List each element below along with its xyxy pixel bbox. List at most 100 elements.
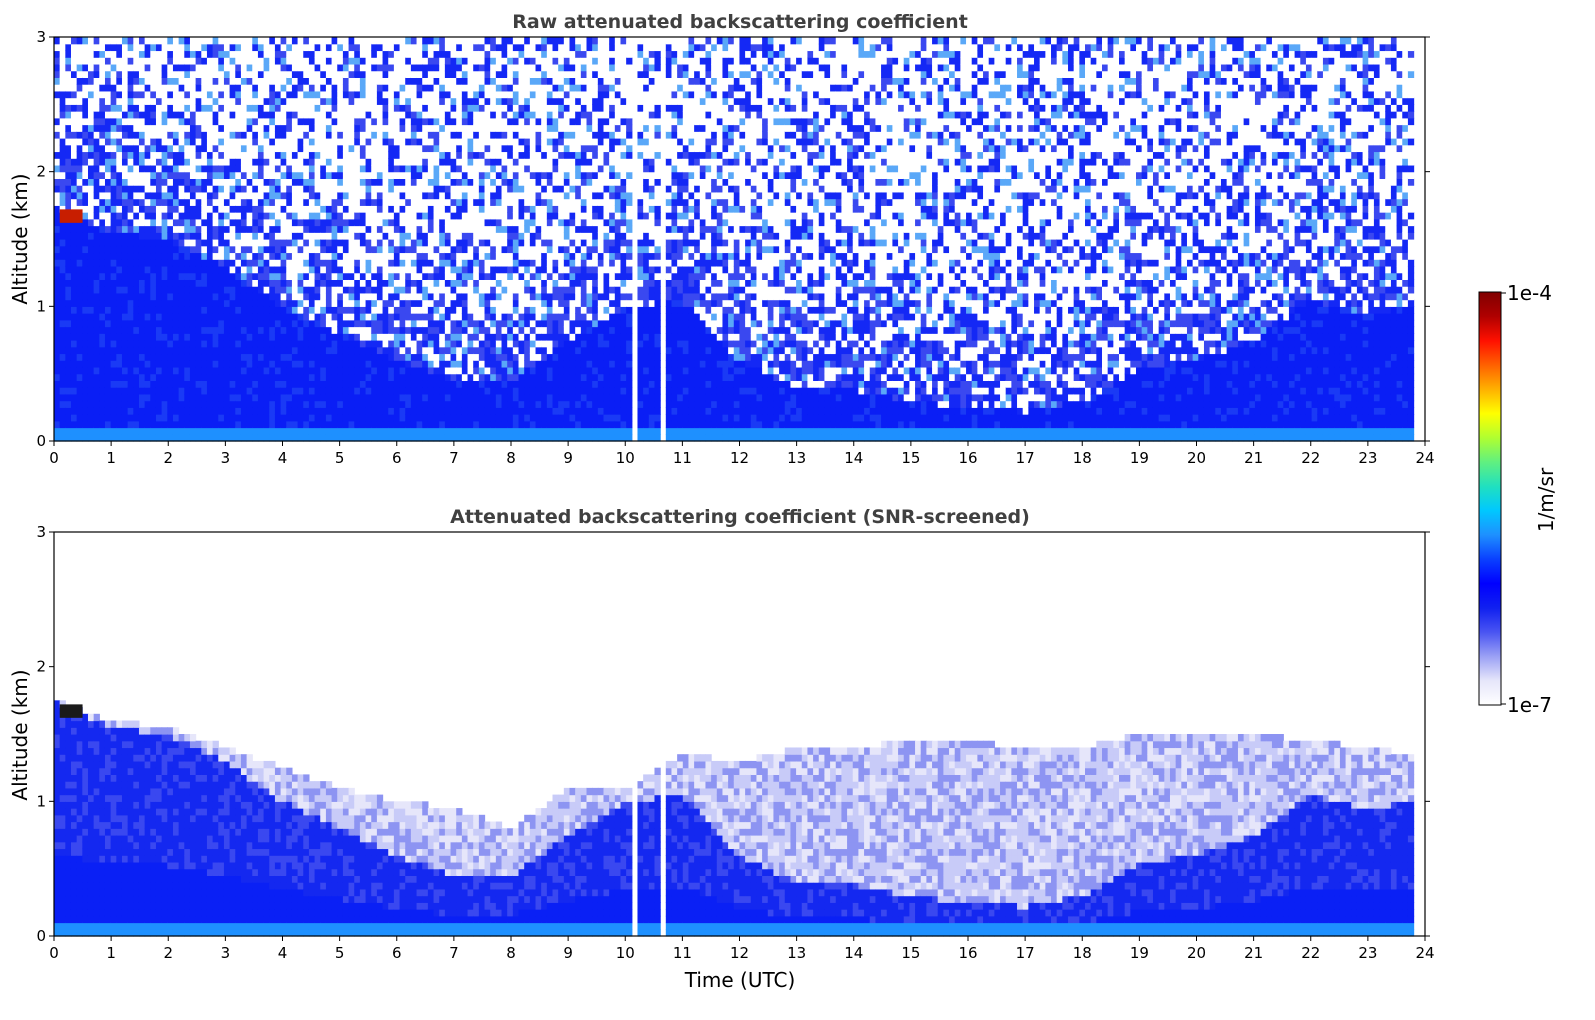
heatmap-cell <box>297 212 304 220</box>
heatmap-cell <box>467 366 474 375</box>
heatmap-cell <box>269 252 276 260</box>
heatmap-cell <box>314 178 321 186</box>
heatmap-cell <box>427 245 435 254</box>
heatmap-cell <box>65 400 72 408</box>
heatmap-cell <box>184 225 191 233</box>
heatmap-cell <box>325 434 333 442</box>
heatmap-cell <box>410 366 418 375</box>
heatmap-cell <box>240 252 248 260</box>
heatmap-cell <box>405 185 412 193</box>
heatmap-cell <box>354 225 361 233</box>
heatmap-cell <box>82 50 89 58</box>
heatmap-cell <box>144 50 151 58</box>
heatmap-cell <box>388 50 395 58</box>
heatmap-cell <box>456 333 463 341</box>
heatmap-cell <box>507 313 514 321</box>
heatmap-cell <box>303 158 310 166</box>
heatmap-cell <box>354 212 361 220</box>
heatmap-cell <box>501 239 508 247</box>
heatmap-cell <box>195 218 202 227</box>
heatmap-cell <box>54 232 61 240</box>
heatmap-cell <box>507 63 514 72</box>
heatmap-cell <box>320 360 327 368</box>
heatmap-cell <box>376 104 384 112</box>
heatmap-cell <box>274 77 282 85</box>
heatmap-cell <box>240 292 248 301</box>
heatmap-cell <box>82 245 89 254</box>
heatmap-cell <box>110 326 117 334</box>
heatmap-cell <box>127 346 134 355</box>
heatmap-cell <box>399 232 406 240</box>
heatmap-cell <box>184 117 191 126</box>
heatmap-cell <box>201 346 208 355</box>
heatmap-cell <box>484 286 491 294</box>
heatmap-cell <box>121 171 129 179</box>
heatmap-cell <box>87 77 95 85</box>
heatmap-cell <box>467 387 474 395</box>
heatmap-cell <box>371 198 378 206</box>
heatmap-cell <box>206 346 214 355</box>
heatmap-cell <box>240 225 248 233</box>
heatmap-cell <box>365 252 372 260</box>
heatmap-cell <box>223 232 231 240</box>
heatmap-cell <box>461 292 469 301</box>
heatmap-cell <box>178 90 185 99</box>
heatmap-cell <box>82 164 89 173</box>
heatmap-cell <box>104 299 112 307</box>
heatmap-cell <box>195 380 202 388</box>
heatmap-cell <box>212 366 219 375</box>
heatmap-cell <box>178 70 185 78</box>
heatmap-cell <box>359 272 367 280</box>
heatmap-cell <box>93 191 100 200</box>
heatmap-cell <box>376 225 384 233</box>
heatmap-cell <box>359 434 367 442</box>
heatmap-cell <box>478 239 486 247</box>
heatmap-cell <box>70 407 78 415</box>
heatmap-cell <box>99 286 106 294</box>
heatmap-cell <box>314 360 321 368</box>
heatmap-cell <box>518 212 525 220</box>
heatmap-cell <box>87 50 95 58</box>
heatmap-cell <box>172 50 180 58</box>
heatmap-cell <box>314 272 321 280</box>
heatmap-cell <box>59 420 66 429</box>
heatmap-cell <box>467 198 474 206</box>
heatmap-cell <box>127 104 134 112</box>
heatmap-cell <box>320 225 327 233</box>
heatmap-cell <box>59 178 66 186</box>
heatmap-cell <box>303 77 310 85</box>
heatmap-cell <box>240 191 248 200</box>
heatmap-cell <box>422 151 429 159</box>
heatmap-cell <box>155 387 163 395</box>
heatmap-cell <box>467 306 474 314</box>
heatmap-cell <box>167 286 174 294</box>
heatmap-cell <box>110 427 117 435</box>
heatmap-cell <box>269 144 276 153</box>
heatmap-cell <box>484 373 491 381</box>
heatmap-cell <box>178 232 185 240</box>
heatmap-cell <box>218 232 225 240</box>
heatmap-cell <box>104 265 112 274</box>
heatmap-cell <box>433 164 440 173</box>
heatmap-cell <box>342 366 350 375</box>
heatmap-cell <box>280 272 287 280</box>
heatmap-cell <box>297 90 304 99</box>
heatmap-cell <box>59 117 66 126</box>
heatmap-cell <box>427 84 435 92</box>
heatmap-cell <box>99 393 106 402</box>
heatmap-cell <box>354 340 361 348</box>
heatmap-cell <box>297 387 304 395</box>
heatmap-cell <box>348 131 355 139</box>
heatmap-cell <box>518 198 525 206</box>
heatmap-cell <box>495 158 503 166</box>
heatmap-cell <box>405 131 412 139</box>
heatmap-cell <box>365 43 372 52</box>
heatmap-cell <box>121 407 129 415</box>
heatmap-cell <box>478 117 486 126</box>
heatmap-cell <box>337 265 344 274</box>
heatmap-cell <box>291 171 299 179</box>
heatmap-cell <box>138 138 146 146</box>
heatmap-cell <box>376 414 384 422</box>
heatmap-cell <box>121 104 129 112</box>
heatmap-cell <box>518 164 525 173</box>
